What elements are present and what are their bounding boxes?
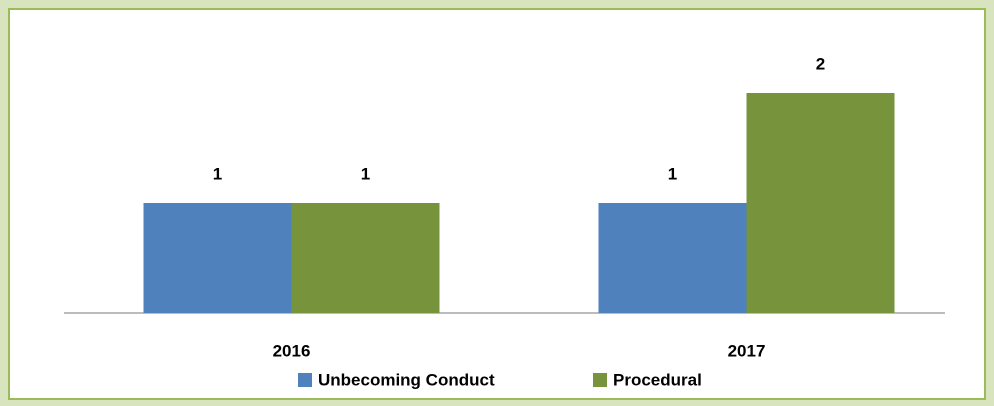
data-label: 1 (213, 164, 222, 183)
legend-swatch (298, 373, 312, 387)
bar (746, 93, 895, 313)
legend-label: Unbecoming Conduct (318, 370, 495, 389)
legend-label: Procedural (613, 370, 702, 389)
data-label: 1 (361, 164, 370, 183)
data-label: 1 (668, 164, 677, 183)
bar (291, 203, 440, 313)
x-tick-label: 2016 (273, 341, 311, 360)
x-tick-label: 2017 (728, 341, 766, 360)
data-label: 2 (816, 54, 825, 73)
bar (143, 203, 292, 313)
legend-swatch (593, 373, 607, 387)
bar (598, 203, 747, 313)
